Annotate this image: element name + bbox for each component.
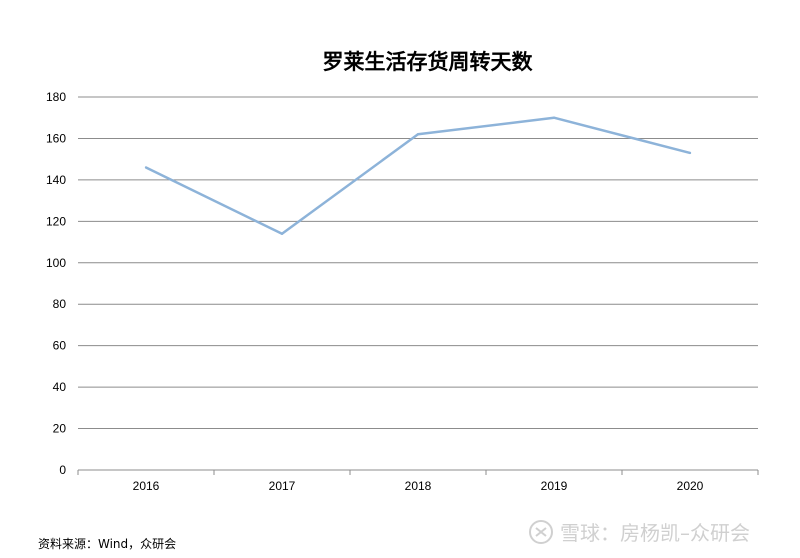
y-tick-label: 40 xyxy=(53,380,67,394)
x-tick-label: 2019 xyxy=(541,479,568,493)
y-tick-label: 80 xyxy=(53,297,67,311)
axes xyxy=(77,469,759,475)
x-tick-label: 2020 xyxy=(677,479,704,493)
y-tick-label: 140 xyxy=(46,173,66,187)
x-axis-tick-labels: 2016 2017 2018 2019 2020 xyxy=(133,479,704,493)
y-axis-tick-labels: 0 20 40 60 80 100 120 140 160 180 xyxy=(46,90,66,477)
watermark: 雪球：房杨凯–众研会 xyxy=(528,517,750,546)
data-point xyxy=(280,232,284,235)
y-tick-label: 160 xyxy=(46,131,66,145)
data-point xyxy=(144,166,148,169)
y-tick-label: 100 xyxy=(46,256,66,270)
source-note: 资料来源：Wind，众研会 xyxy=(38,537,177,551)
data-point xyxy=(688,151,692,155)
series xyxy=(144,116,692,236)
y-tick-label: 60 xyxy=(53,339,67,353)
x-tick-label: 2016 xyxy=(133,479,160,493)
snowball-icon xyxy=(529,519,553,544)
data-point xyxy=(552,116,556,119)
gridlines xyxy=(78,96,758,430)
y-tick-label: 180 xyxy=(46,90,66,104)
y-tick-label: 20 xyxy=(53,422,67,436)
x-tick-label: 2017 xyxy=(269,479,296,493)
y-tick-label: 120 xyxy=(46,214,66,228)
x-tick-label: 2018 xyxy=(405,479,432,493)
watermark-text: 雪球：房杨凯–众研会 xyxy=(560,521,750,545)
chart-title: 罗莱生活存货周转天数 xyxy=(322,50,533,74)
y-tick-label: 0 xyxy=(59,463,66,477)
data-point xyxy=(416,133,420,136)
